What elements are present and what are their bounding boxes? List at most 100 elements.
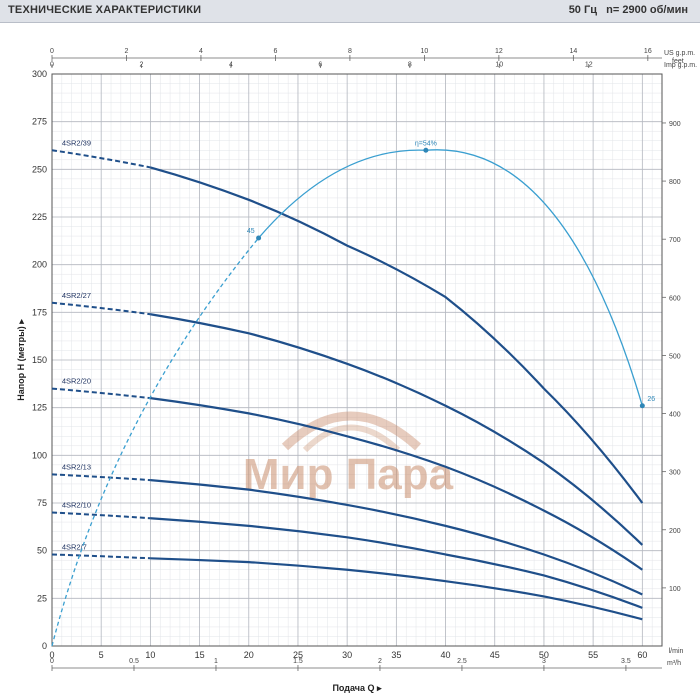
plot-frame <box>51 73 663 647</box>
m3h-tick-label: 0.5 <box>129 658 139 665</box>
m3h-tick-label: 3.5 <box>621 658 631 665</box>
pump-curve <box>150 166 644 504</box>
usgpm-tick-label: 0 <box>50 48 54 55</box>
header-bar: ТЕХНИЧЕСКИЕ ХАРАКТЕРИСТИКИ 50 Гц n= 2900… <box>0 0 700 23</box>
y-tick-label: 100 <box>32 450 47 460</box>
feet-tick-label: 300 <box>669 470 681 477</box>
usgpm-tick-label: 4 <box>199 48 203 55</box>
impgpm-tick-label: 0 <box>50 62 54 69</box>
curve-dashed-segment <box>51 511 151 520</box>
feet-tick-label: 100 <box>669 586 681 593</box>
usgpm-tick-label: 16 <box>644 48 652 55</box>
feet-tick-label: 200 <box>669 528 681 535</box>
usgpm-tick-label: 8 <box>348 48 352 55</box>
curve-label: 4SR2/20 <box>62 377 91 386</box>
x-tick-label: 60 <box>637 650 647 660</box>
efficiency-point <box>423 147 429 153</box>
m3h-tick-label: 3 <box>542 658 546 665</box>
curve-dashed-segment <box>51 553 151 560</box>
feet-tick-label: 500 <box>669 353 681 360</box>
x-unit-impgpm: Imp g.p.m. <box>664 62 697 69</box>
curve-label: 4SR2/13 <box>62 462 91 471</box>
speed-label: n= 2900 об/мин <box>606 4 688 16</box>
page-title: ТЕХНИЧЕСКИЕ ХАРАКТЕРИСТИКИ <box>8 4 202 16</box>
y-tick-label: 275 <box>32 117 47 127</box>
curve-label: 4SR2/7 <box>62 542 87 551</box>
x-tick-label: 20 <box>244 650 254 660</box>
impgpm-tick-label: 8 <box>408 62 412 69</box>
pump-curve <box>150 397 643 571</box>
efficiency-point <box>256 235 262 241</box>
y-tick-label: 0 <box>42 641 47 651</box>
feet-tick-label: 800 <box>669 179 681 186</box>
efficiency-point <box>639 403 645 409</box>
x-unit-lmin: l/min <box>669 648 684 655</box>
y-axis-title: Напор H (метры) ▸ <box>16 319 26 401</box>
x-tick-label: 40 <box>441 650 451 660</box>
pump-curve <box>150 557 643 621</box>
y-tick-label: 225 <box>32 212 47 222</box>
curve-dashed-segment <box>51 149 151 169</box>
usgpm-tick-label: 12 <box>495 48 503 55</box>
curve-dashed-segment <box>51 301 151 316</box>
y-tick-label: 25 <box>37 593 47 603</box>
y-tick-label: 125 <box>32 403 47 413</box>
m3h-tick-label: 2.5 <box>457 658 467 665</box>
efficiency-curve <box>258 149 643 406</box>
y-tick-label: 50 <box>37 546 47 556</box>
m3h-tick-label: 1 <box>214 658 218 665</box>
usgpm-tick-label: 10 <box>420 48 428 55</box>
x-tick-label: 30 <box>342 650 352 660</box>
efficiency-label: 26 <box>647 396 655 403</box>
x-tick-label: 55 <box>588 650 598 660</box>
x-tick-label: 45 <box>490 650 500 660</box>
x-axis-title: Подача Q ▸ <box>332 683 382 693</box>
watermark-arc <box>281 411 422 451</box>
m3h-tick-label: 0 <box>50 658 54 665</box>
frequency-label: 50 Гц <box>568 4 597 16</box>
impgpm-tick-label: 6 <box>318 62 322 69</box>
x-tick-label: 10 <box>145 650 155 660</box>
y-tick-label: 150 <box>32 355 47 365</box>
m3h-tick-label: 1.5 <box>293 658 303 665</box>
curve-label: 4SR2/39 <box>62 138 91 147</box>
x-tick-label: 5 <box>99 650 104 660</box>
x-tick-label: 15 <box>195 650 205 660</box>
y-tick-label: 200 <box>32 260 47 270</box>
curve-dashed-segment <box>51 387 151 400</box>
pump-curve <box>150 313 644 546</box>
pump-curve <box>150 479 643 596</box>
impgpm-tick-label: 10 <box>495 62 503 69</box>
pump-curve <box>150 517 643 609</box>
efficiency-label: η=54% <box>415 140 437 147</box>
feet-tick-label: 900 <box>669 121 681 128</box>
curve-dashed-segment <box>51 473 151 482</box>
watermark-arc <box>302 424 401 453</box>
curve-label: 4SR2/10 <box>62 501 91 510</box>
curve-label: 4SR2/27 <box>62 291 91 300</box>
x-tick-label: 35 <box>391 650 401 660</box>
feet-tick-label: 400 <box>669 412 681 419</box>
x-unit-usgpm: US g.p.m. <box>664 50 695 57</box>
efficiency-curve-dashed <box>51 237 260 647</box>
y-tick-label: 250 <box>32 164 47 174</box>
usgpm-tick-label: 2 <box>125 48 129 55</box>
feet-tick-label: 700 <box>669 237 681 244</box>
y-tick-label: 175 <box>32 307 47 317</box>
feet-tick-label: 600 <box>669 295 681 302</box>
impgpm-tick-label: 4 <box>229 62 233 69</box>
y-tick-label: 75 <box>37 498 47 508</box>
frequency-speed-label: 50 Гц n= 2900 об/мин <box>569 4 688 16</box>
x-unit-m3h: m³/h <box>667 660 681 667</box>
y-tick-label: 300 <box>32 69 47 79</box>
x-tick-label: 25 <box>293 650 303 660</box>
x-tick-label: 0 <box>49 650 54 660</box>
usgpm-tick-label: 14 <box>569 48 577 55</box>
impgpm-tick-label: 12 <box>585 62 593 69</box>
x-tick-label: 50 <box>539 650 549 660</box>
y-unit-feet: feet <box>672 58 684 65</box>
impgpm-tick-label: 2 <box>140 62 144 69</box>
efficiency-label: 45 <box>247 228 255 235</box>
